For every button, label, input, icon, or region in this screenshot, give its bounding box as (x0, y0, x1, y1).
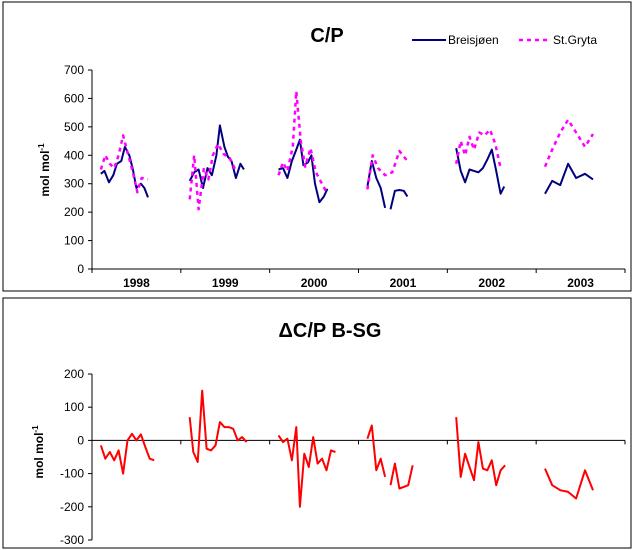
series-line-breisj-en-3 (366, 160, 387, 209)
legend-label-stgryta: St.Gryta (553, 33, 597, 47)
x-tick-label: 1999 (212, 276, 239, 290)
series-line-delta-5 (455, 417, 506, 487)
series-line-breisj-en-2 (278, 138, 329, 204)
y-tick-label: -100 (60, 467, 84, 481)
top-chart-frame (2, 1, 632, 292)
top-y-axis-label: mol mol-1 (37, 143, 52, 197)
y-tick-label: 300 (64, 177, 84, 191)
bottom-y-axis-label: mol mol-1 (31, 425, 46, 479)
y-tick-label: -200 (60, 500, 84, 514)
bottom-chart-title: ΔC/P B-SG (279, 320, 382, 342)
series-line-delta-1 (188, 389, 248, 463)
y-tick-label: 400 (64, 148, 84, 162)
series-line-breisj-en-0 (100, 145, 149, 198)
x-tick-label: 1998 (123, 276, 150, 290)
series-line-delta-3 (366, 424, 387, 478)
x-tick-label: 2000 (301, 276, 328, 290)
series-line-st-gryta-0 (99, 134, 149, 194)
series-line-breisj-en-1 (188, 124, 245, 189)
y-tick-label: -300 (60, 533, 84, 547)
bottom-chart-frame (2, 297, 632, 549)
x-tick-label: 2002 (478, 276, 505, 290)
y-tick-label: 600 (64, 91, 84, 105)
series-line-breisj-en-5 (455, 148, 506, 195)
series-line-delta-0 (99, 432, 155, 475)
y-tick-label: 0 (77, 433, 84, 447)
y-tick-label: 500 (64, 120, 84, 134)
x-tick-label: 2003 (567, 276, 594, 290)
y-tick-label: 200 (64, 205, 84, 219)
series-line-delta-4 (389, 462, 414, 490)
y-tick-label: 0 (77, 262, 84, 276)
legend-label-breisjoen: Breisjøen (448, 33, 499, 47)
y-tick-label: 700 (64, 63, 84, 77)
top-chart-plot: 0 100 200 300 400 500 600 700 1998 1999 2000 2001 20… (64, 63, 626, 290)
y-tick-label: 100 (64, 234, 84, 248)
x-tick-label: 2001 (390, 276, 417, 290)
series-line-delta-2 (277, 426, 336, 508)
bottom-chart-plot: -300 -200 -100 0 100 200 (60, 367, 626, 547)
y-tick-label: 200 (64, 367, 84, 381)
series-line-st-gryta-2 (277, 90, 328, 193)
y-tick-label: 100 (64, 400, 84, 414)
series-line-st-gryta-3 (366, 149, 409, 190)
series-line-st-gryta-5 (543, 118, 595, 168)
top-chart-legend: Breisjøen St.Gryta (412, 33, 597, 47)
series-line-delta-6 (544, 468, 594, 500)
series-line-breisj-en-6 (544, 162, 594, 195)
top-chart-title: C/P (310, 25, 343, 47)
series-line-breisj-en-4 (389, 189, 409, 210)
